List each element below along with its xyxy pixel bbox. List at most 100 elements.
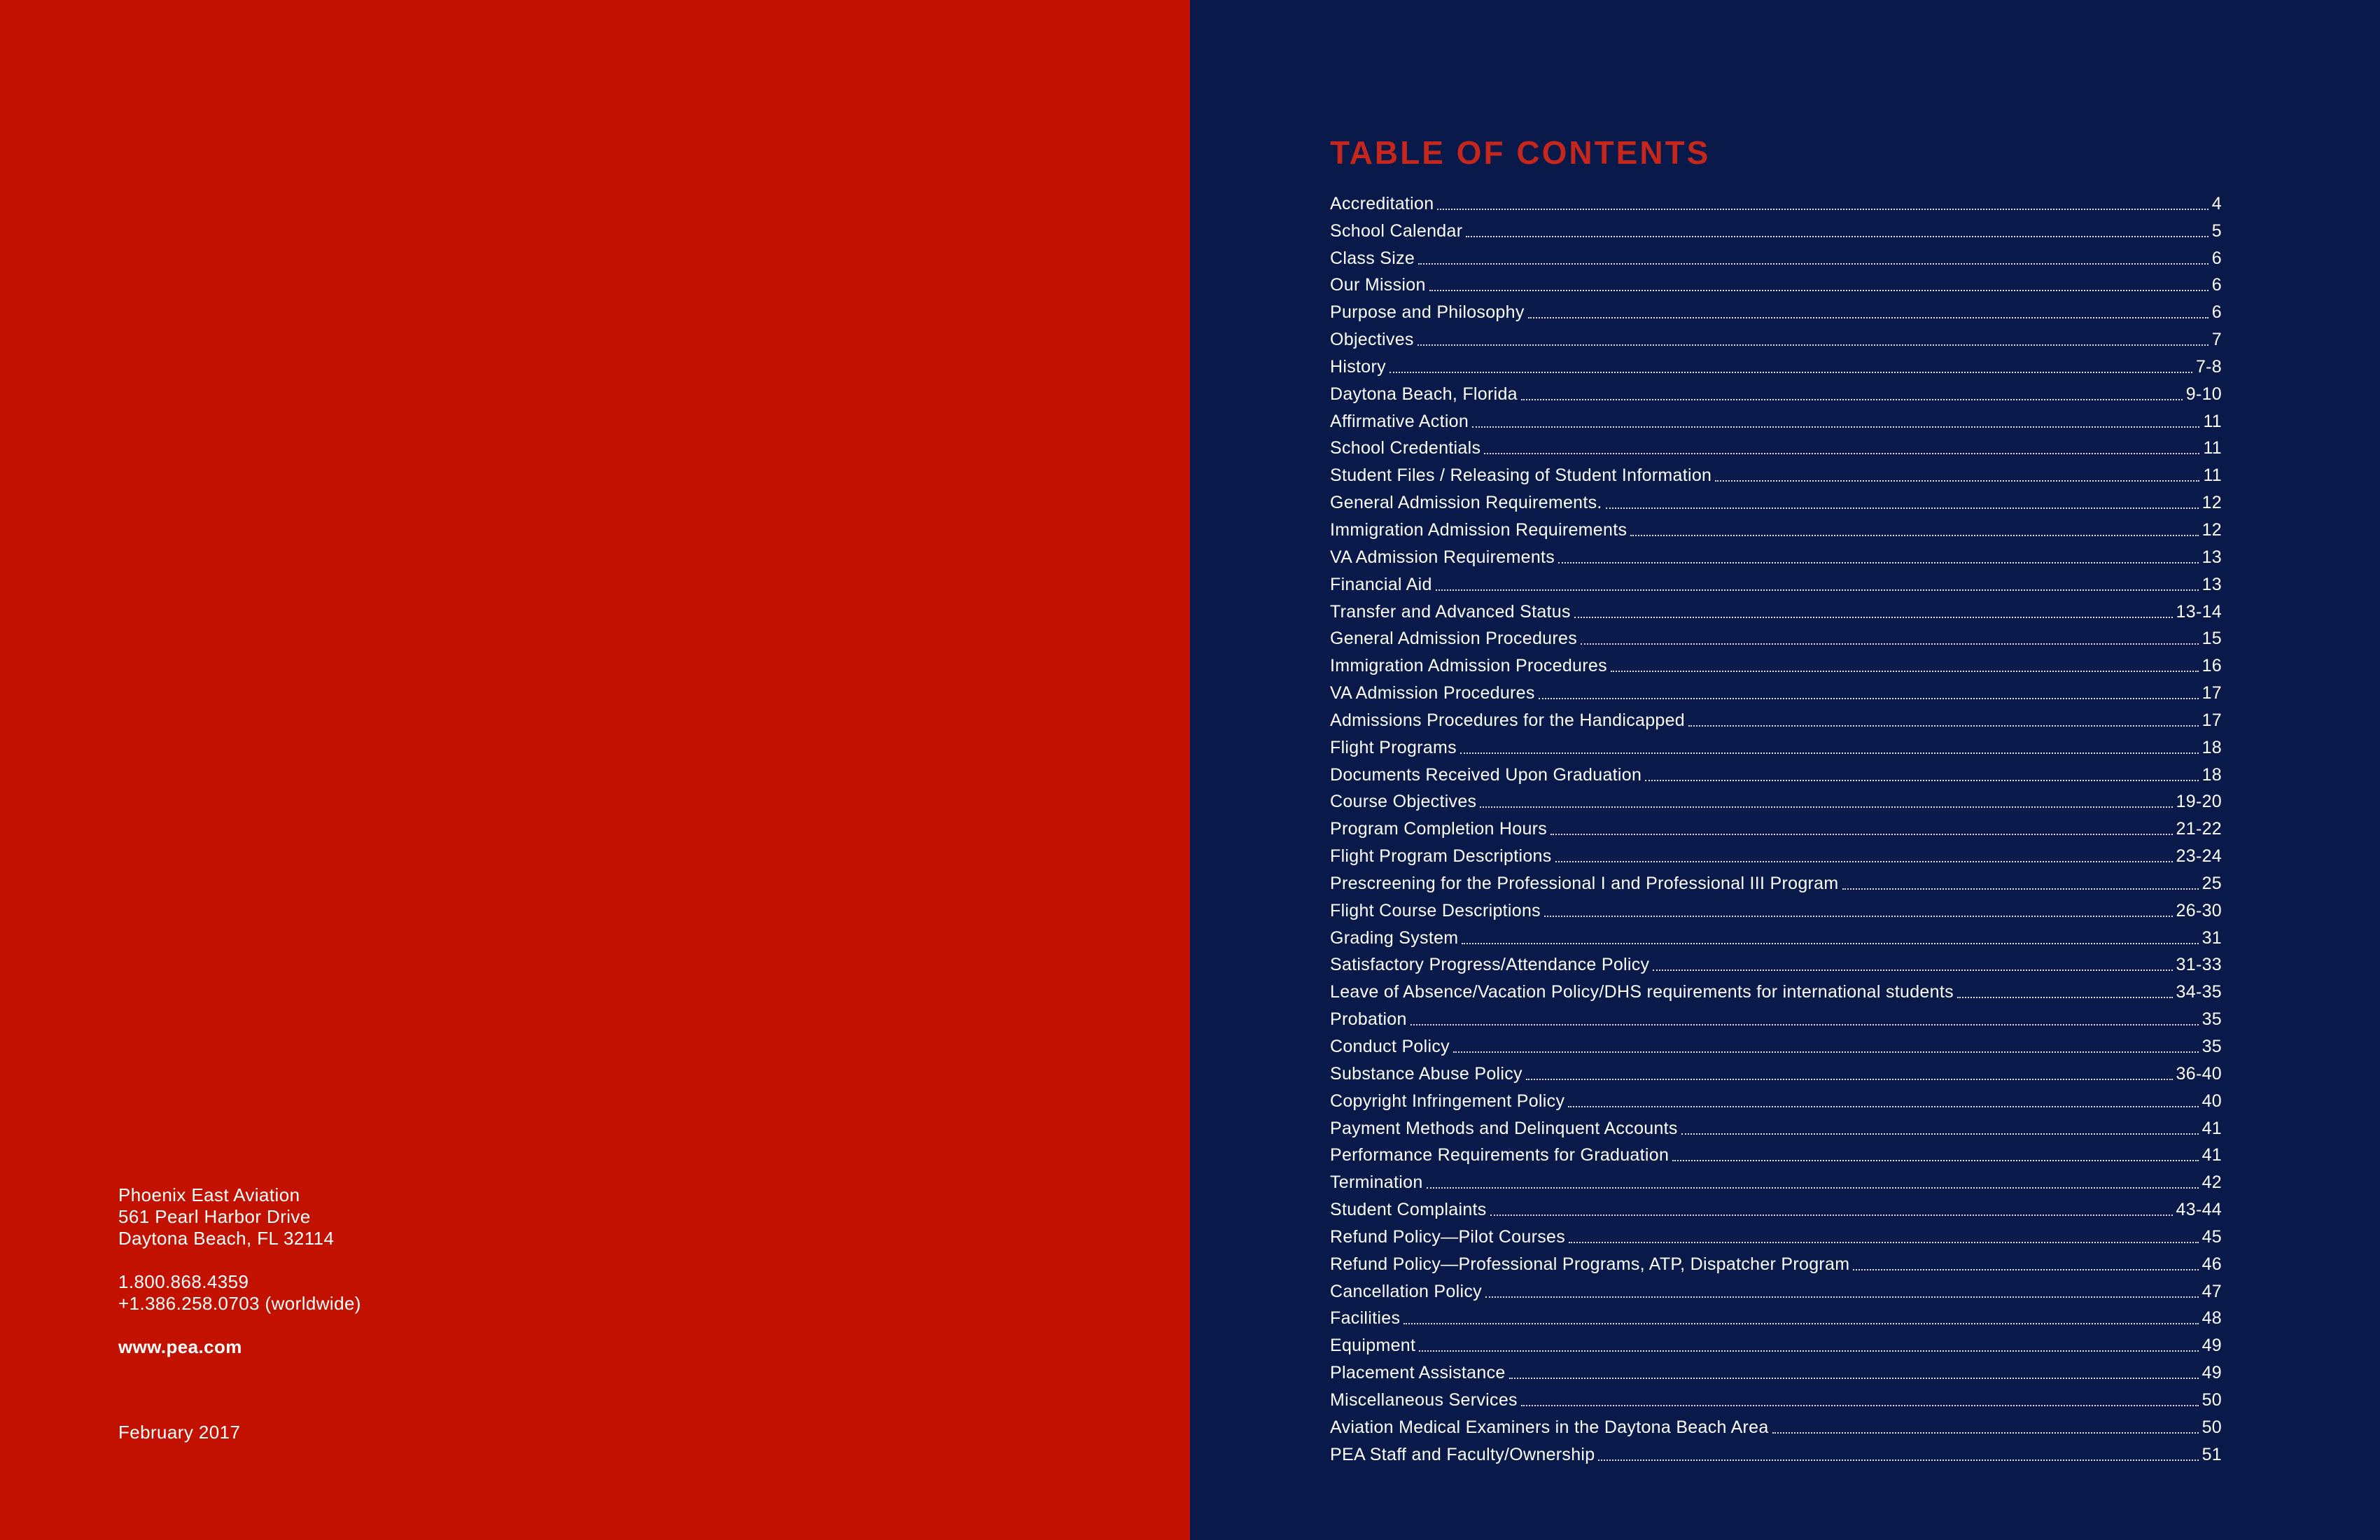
toc-entry-page: 34-35 — [2176, 982, 2222, 1002]
toc-entry: Miscellaneous Services 50 — [1330, 1387, 2222, 1414]
toc-entry-label: Documents Received Upon Graduation — [1330, 764, 1642, 785]
toc-entry-page: 6 — [2211, 248, 2222, 268]
toc-entry: Copyright Infringement Policy 40 — [1330, 1088, 2222, 1115]
dotted-leader — [1550, 834, 2173, 836]
toc-entry: Cancellation Policy 47 — [1330, 1278, 2222, 1306]
toc-entry-page: 7-8 — [2195, 356, 2222, 377]
toc-entry-page: 17 — [2202, 683, 2222, 704]
dotted-leader — [1853, 1268, 2199, 1270]
dotted-leader — [1610, 671, 2199, 673]
toc-entry: VA Admission Procedures 17 — [1330, 680, 2222, 707]
toc-entry: Payment Methods and Delinquent Accounts 4… — [1330, 1115, 2222, 1142]
dotted-leader — [1485, 1296, 2199, 1298]
dotted-leader — [1688, 724, 2199, 727]
toc-entry-page: 17 — [2202, 710, 2222, 730]
toc-entry-label: Course Objectives — [1330, 792, 1477, 812]
toc-entry-page: 42 — [2202, 1172, 2222, 1193]
toc-entry-label: Class Size — [1330, 248, 1415, 268]
toc-entry-label: School Calendar — [1330, 220, 1463, 241]
toc-entry-label: Objectives — [1330, 330, 1414, 350]
toc-entry-page: 41 — [2202, 1145, 2222, 1166]
toc-entry-page: 15 — [2202, 629, 2222, 649]
toc-entry-page: 13 — [2202, 574, 2222, 594]
toc-entry-label: Immigration Admission Requirements — [1330, 519, 1628, 540]
toc-entry: Leave of Absence/Vacation Policy/DHS req… — [1330, 979, 2222, 1006]
toc-entry-label: Placement Assistance — [1330, 1363, 1506, 1383]
toc-entry-label: Conduct Policy — [1330, 1037, 1450, 1056]
toc-entry: Probation 35 — [1330, 1006, 2222, 1033]
toc-entry-page: 41 — [2202, 1118, 2222, 1138]
toc-entry-page: 4 — [2211, 193, 2222, 214]
toc-entry-label: Satisfactory Progress/Attendance Policy — [1330, 955, 1650, 975]
toc-entry-page: 12 — [2202, 493, 2222, 513]
toc-entry: Documents Received Upon Graduation 18 — [1330, 762, 2222, 789]
toc-entry: Student Complaints 43-44 — [1330, 1196, 2222, 1224]
toc-entry-page: 36-40 — [2176, 1063, 2222, 1084]
toc-entry: Admissions Procedures for the Handicappe… — [1330, 707, 2222, 734]
phone-tollfree: 1.800.868.4359 — [118, 1271, 249, 1292]
toc-entry: Refund Policy—Pilot Courses 45 — [1330, 1224, 2222, 1251]
toc-entry-label: Affirmative Action — [1330, 411, 1469, 431]
toc-entry-label: VA Admission Requirements — [1330, 547, 1555, 567]
toc-entry-page: 35 — [2202, 1037, 2222, 1056]
toc-entry-label: Accreditation — [1330, 193, 1434, 214]
dotted-leader — [1956, 997, 2173, 999]
toc-entry-label: Miscellaneous Services — [1330, 1390, 1518, 1410]
dotted-leader — [1429, 290, 2208, 292]
toc-entry-page: 26-30 — [2176, 900, 2222, 920]
toc-entry: PEA Staff and Faculty/Ownership 51 — [1330, 1441, 2222, 1469]
phone-block: 1.800.868.4359 +1.386.258.0703 (worldwid… — [118, 1271, 361, 1315]
dotted-leader — [1630, 534, 2199, 536]
toc-entry: Class Size 6 — [1330, 245, 2222, 272]
toc-entry-label: General Admission Procedures — [1330, 629, 1578, 649]
dotted-leader — [1772, 1432, 2199, 1434]
toc-entry-label: Termination — [1330, 1172, 1423, 1193]
toc-entry-label: Flight Program Descriptions — [1330, 846, 1552, 867]
toc-entry: Substance Abuse Policy 36-40 — [1330, 1060, 2222, 1088]
toc-entry-page: 12 — [2202, 519, 2222, 540]
toc-entry-label: Flight Course Descriptions — [1330, 900, 1541, 920]
toc-entry-page: 21-22 — [2176, 819, 2222, 839]
toc-entry: School Calendar 5 — [1330, 218, 2222, 245]
toc-entry-label: Program Completion Hours — [1330, 819, 1548, 839]
toc-entry: Daytona Beach, Florida 9-10 — [1330, 381, 2222, 408]
toc-entry: Termination 42 — [1330, 1169, 2222, 1196]
toc-entry-page: 18 — [2202, 764, 2222, 785]
toc-entry-page: 11 — [2203, 438, 2222, 458]
table-of-contents: TABLE OF CONTENTS Accreditation 4 School C… — [1330, 135, 2222, 1469]
dotted-leader — [1452, 1051, 2199, 1053]
toc-entry-label: Refund Policy—Pilot Courses — [1330, 1226, 1566, 1247]
toc-entry-label: Student Complaints — [1330, 1200, 1487, 1220]
toc-entry-page: 50 — [2202, 1390, 2222, 1410]
phone-worldwide: +1.386.258.0703 (worldwide) — [118, 1293, 361, 1314]
dotted-leader — [1410, 1024, 2199, 1026]
toc-entry: Flight Programs 18 — [1330, 734, 2222, 762]
dotted-leader — [1520, 398, 2183, 400]
toc-entry-label: Copyright Infringement Policy — [1330, 1091, 1565, 1111]
toc-entry-label: Probation — [1330, 1009, 1407, 1030]
toc-entry: Flight Course Descriptions 26-30 — [1330, 897, 2222, 925]
dotted-leader — [1653, 969, 2173, 972]
toc-entry: Immigration Admission Requirements 12 — [1330, 517, 2222, 544]
toc-entry-label: Daytona Beach, Florida — [1330, 384, 1518, 404]
toc-entry-label: History — [1330, 356, 1386, 377]
toc-entry-label: Student Files / Releasing of Student Inf… — [1330, 465, 1712, 486]
toc-entry-label: School Credentials — [1330, 438, 1481, 458]
toc-entry-page: 49 — [2202, 1363, 2222, 1383]
toc-entry: Satisfactory Progress/Attendance Policy 3… — [1330, 952, 2222, 979]
toc-title: TABLE OF CONTENTS — [1330, 134, 1711, 171]
toc-entry-page: 16 — [2202, 656, 2222, 676]
dotted-leader — [1558, 561, 2199, 564]
toc-entry-page: 31-33 — [2176, 955, 2222, 975]
toc-entry-label: Our Mission — [1330, 275, 1426, 295]
toc-entry-label: Equipment — [1330, 1336, 1416, 1356]
dotted-leader — [1645, 779, 2199, 781]
toc-entry-page: 13 — [2202, 547, 2222, 567]
toc-entry-page: 48 — [2202, 1308, 2222, 1329]
toc-entry: School Credentials 11 — [1330, 435, 2222, 463]
dotted-leader — [1842, 888, 2199, 890]
toc-entry-label: Financial Aid — [1330, 574, 1432, 594]
toc-entry-label: Leave of Absence/Vacation Policy/DHS req… — [1330, 982, 1954, 1002]
dotted-leader — [1462, 942, 2199, 944]
dotted-leader — [1466, 235, 2208, 237]
